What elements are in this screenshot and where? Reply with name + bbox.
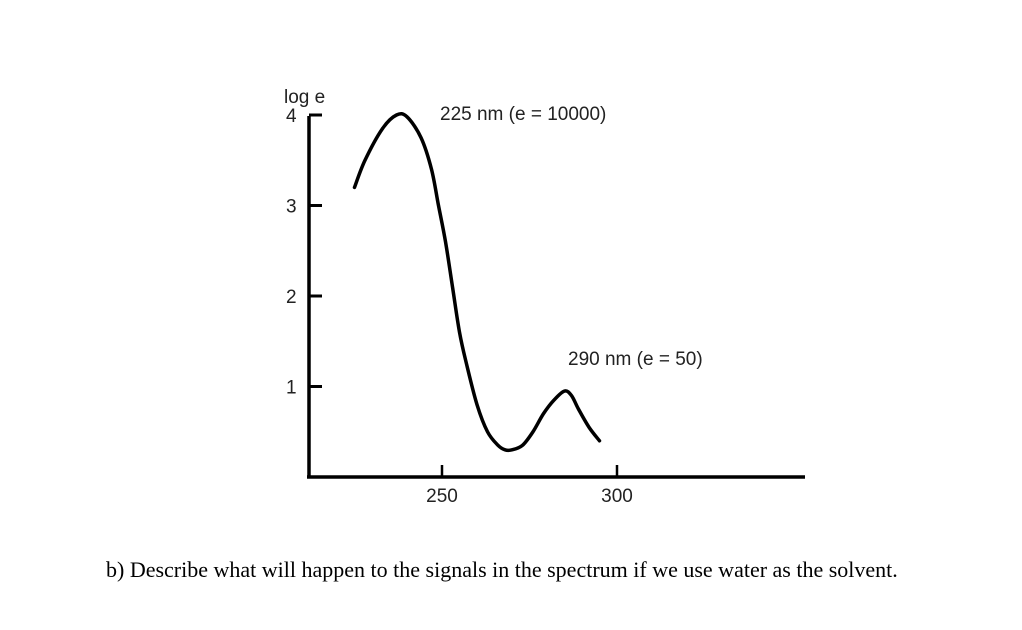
annotation-peak-290: 290 nm (e = 50) [568, 349, 703, 370]
x-ticks: 250 300 [426, 465, 633, 507]
y-tick-label: 3 [286, 197, 297, 218]
y-axis-label: log e [284, 87, 325, 108]
question-text: b) Describe what will happen to the sign… [106, 557, 898, 582]
x-tick-label: 250 [426, 486, 458, 507]
y-tick-label: 1 [286, 378, 297, 399]
annotation-peak-225: 225 nm (e = 10000) [440, 104, 606, 125]
y-tick-label: 2 [286, 287, 297, 308]
spectrum-line [352, 111, 602, 453]
y-tick-label: 4 [286, 106, 297, 127]
x-tick-label: 300 [601, 486, 633, 507]
y-ticks: 1 2 3 4 [286, 106, 322, 399]
